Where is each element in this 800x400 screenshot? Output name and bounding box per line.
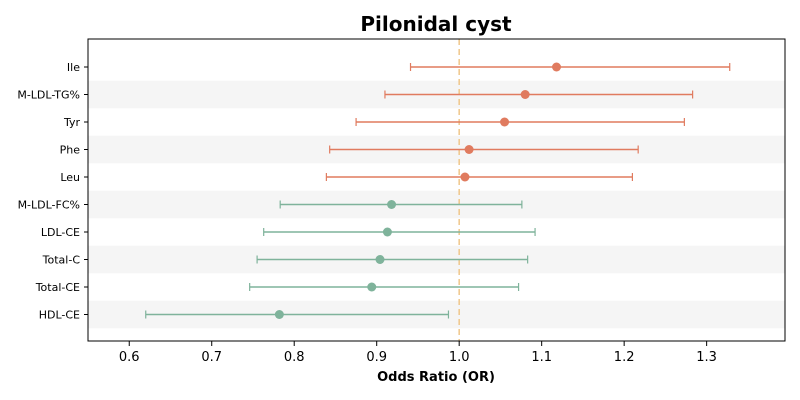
- chart-title: Pilonidal cyst: [360, 12, 512, 36]
- y-tick-label: HDL-CE: [39, 309, 80, 322]
- y-tick-label: Total-C: [42, 254, 81, 267]
- y-tick-label: Phe: [60, 144, 81, 157]
- y-tick-label: Tyr: [63, 116, 81, 129]
- x-tick-label: 0.7: [201, 350, 222, 365]
- x-tick-label: 1.3: [696, 350, 717, 365]
- ci-row: [355, 117, 685, 127]
- or-point: [274, 310, 284, 319]
- y-axis-ticks: Ile M-LDL-TG% Tyr Phe Leu M-LDL-FC% LDL-CE Tota…: [17, 61, 88, 322]
- or-point: [387, 200, 397, 209]
- or-point: [500, 117, 510, 127]
- x-axis-label: Odds Ratio (OR): [377, 370, 495, 385]
- x-tick-label: 0.6: [119, 350, 140, 365]
- or-point: [382, 227, 392, 237]
- y-tick-label: Total-CE: [35, 281, 80, 294]
- x-tick-label: 1.1: [531, 350, 552, 365]
- ci-row: [256, 255, 529, 264]
- or-point: [520, 90, 530, 99]
- y-tick-label: M-LDL-FC%: [18, 199, 80, 212]
- y-tick-label: M-LDL-TG%: [17, 89, 80, 102]
- ci-row: [249, 282, 520, 292]
- or-point: [367, 282, 377, 292]
- x-tick-label: 0.8: [284, 350, 305, 365]
- ci-row: [263, 227, 536, 237]
- ci-row: [384, 90, 694, 99]
- y-tick-label: LDL-CE: [41, 226, 80, 239]
- x-tick-label: 1.2: [614, 350, 635, 365]
- x-tick-label: 1.0: [449, 350, 470, 365]
- y-tick-label: Leu: [60, 171, 80, 184]
- ci-row: [329, 145, 639, 154]
- ci-row: [279, 200, 523, 209]
- or-point: [460, 172, 470, 182]
- ci-row: [409, 62, 731, 72]
- plot-frame: [87, 38, 786, 342]
- ci-row: [325, 172, 634, 182]
- or-point: [375, 255, 385, 264]
- ci-row: [145, 310, 450, 319]
- y-tick-label: Ile: [67, 61, 80, 74]
- x-axis-ticks: 0.6 0.7 0.8 0.9 1.0 1.1 1.2 1.3: [119, 341, 717, 365]
- or-point: [464, 145, 474, 154]
- data-marks: [145, 62, 731, 319]
- or-point: [552, 62, 562, 72]
- x-tick-label: 0.9: [366, 350, 387, 365]
